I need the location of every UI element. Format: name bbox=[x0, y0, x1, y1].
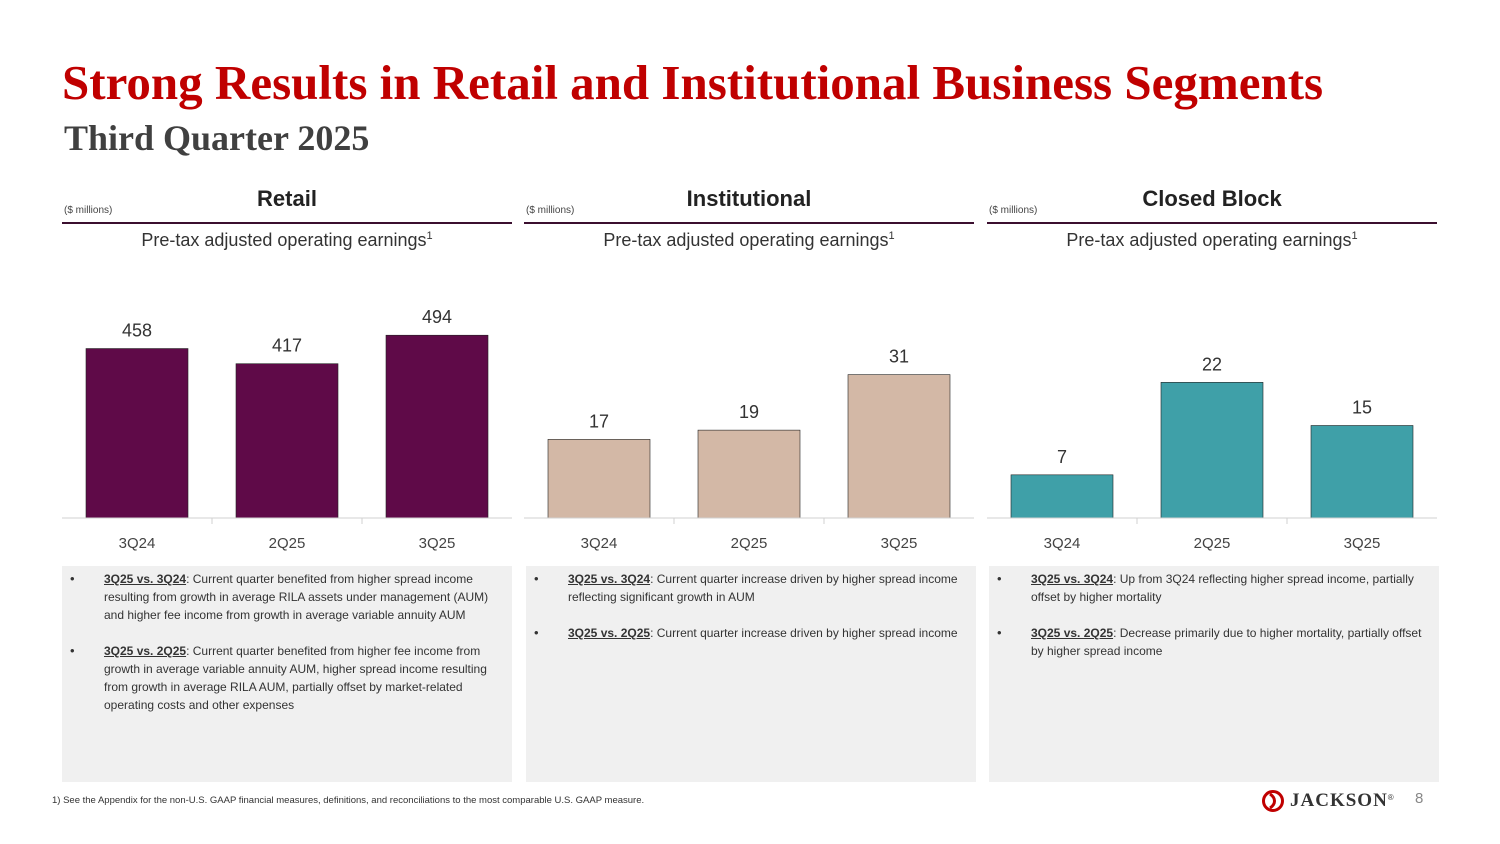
data-label-3Q25: 31 bbox=[889, 347, 909, 367]
note-text: : Up from 3Q24 reflecting higher spread … bbox=[1031, 572, 1414, 604]
institutional-notes: 3Q25 vs. 3Q24: Current quarter increase … bbox=[526, 566, 976, 782]
x-tick-2Q25: 2Q25 bbox=[269, 535, 306, 552]
closed-block-chart: 7 3Q24 22 2Q25 15 3Q25 bbox=[987, 354, 1437, 552]
note-item: 3Q25 vs. 2Q25: Current quarter increase … bbox=[532, 624, 968, 642]
note-lead: 3Q25 vs. 2Q25 bbox=[1031, 626, 1114, 640]
metric-text: Pre-tax adjusted operating earnings bbox=[1066, 230, 1352, 250]
closed-block-notes: 3Q25 vs. 3Q24: Up from 3Q24 reflecting h… bbox=[989, 566, 1439, 782]
x-tick-3Q24: 3Q24 bbox=[119, 535, 156, 552]
x-tick-2Q25: 2Q25 bbox=[1194, 535, 1231, 552]
segment-title: Institutional bbox=[686, 186, 812, 211]
metric-footnote-ref: 1 bbox=[426, 230, 433, 242]
note-lead: 3Q25 vs. 3Q24 bbox=[568, 572, 651, 586]
metric-label: Pre-tax adjusted operating earnings1 bbox=[62, 230, 512, 251]
institutional-chart: 17 3Q24 19 2Q25 31 3Q25 bbox=[524, 347, 974, 552]
panel-header bbox=[524, 180, 974, 224]
note-text: : Current quarter increase driven by hig… bbox=[650, 626, 958, 640]
panel-header bbox=[62, 180, 512, 224]
note-lead: 3Q25 vs. 3Q24 bbox=[1031, 572, 1114, 586]
bar-3Q24 bbox=[1010, 474, 1114, 519]
jackson-logo: JACKSON ® bbox=[1262, 789, 1394, 813]
x-tick-3Q24: 3Q24 bbox=[1044, 535, 1081, 552]
data-label-2Q25: 22 bbox=[1202, 354, 1222, 374]
units-label: ($ millions) bbox=[989, 205, 1038, 216]
institutional-panel: ($ millions) Institutional Pre-tax adjus… bbox=[524, 180, 974, 552]
metric-text: Pre-tax adjusted operating earnings bbox=[141, 230, 427, 250]
bar-3Q24 bbox=[85, 348, 189, 519]
x-tick-3Q24: 3Q24 bbox=[581, 535, 618, 552]
page-subtitle: Third Quarter 2025 bbox=[64, 118, 370, 158]
retail-chart: 458 3Q24 417 2Q25 494 3Q25 bbox=[62, 307, 512, 552]
bar-3Q25 bbox=[385, 334, 489, 519]
note-item: 3Q25 vs. 3Q24: Current quarter increase … bbox=[532, 570, 968, 606]
data-label-3Q25: 494 bbox=[422, 307, 452, 327]
metric-label: Pre-tax adjusted operating earnings1 bbox=[987, 230, 1437, 251]
data-label-2Q25: 417 bbox=[272, 336, 302, 356]
note-item: 3Q25 vs. 3Q24: Current quarter benefited… bbox=[68, 570, 504, 624]
note-lead: 3Q25 vs. 2Q25 bbox=[568, 626, 651, 640]
bar-3Q25 bbox=[847, 374, 951, 519]
x-tick-2Q25: 2Q25 bbox=[731, 535, 768, 552]
data-label-3Q24: 17 bbox=[589, 411, 609, 431]
data-label-3Q25: 15 bbox=[1352, 398, 1372, 418]
bar-3Q25 bbox=[1310, 425, 1414, 519]
x-tick-3Q25: 3Q25 bbox=[881, 535, 918, 552]
note-item: 3Q25 vs. 3Q24: Up from 3Q24 reflecting h… bbox=[995, 570, 1431, 606]
closed-block-panel: ($ millions) Closed Block Pre-tax adjust… bbox=[987, 180, 1437, 552]
note-text: : Current quarter benefited from higher … bbox=[104, 572, 489, 622]
data-label-3Q24: 7 bbox=[1057, 447, 1067, 467]
metric-label: Pre-tax adjusted operating earnings1 bbox=[524, 230, 974, 251]
panel-header bbox=[987, 180, 1437, 224]
note-text: : Current quarter increase driven by hig… bbox=[568, 572, 958, 604]
x-tick-3Q25: 3Q25 bbox=[1344, 535, 1381, 552]
logo-wordmark: JACKSON bbox=[1290, 790, 1388, 811]
note-lead: 3Q25 vs. 3Q24 bbox=[104, 572, 187, 586]
note-text: : Current quarter benefited from higher … bbox=[104, 644, 487, 712]
page-title: Strong Results in Retail and Institution… bbox=[62, 55, 1324, 110]
bar-2Q25 bbox=[235, 363, 339, 519]
metric-text: Pre-tax adjusted operating earnings bbox=[603, 230, 889, 250]
note-item: 3Q25 vs. 2Q25: Current quarter benefited… bbox=[68, 642, 504, 714]
note-lead: 3Q25 vs. 2Q25 bbox=[104, 644, 187, 658]
segment-title: Closed Block bbox=[1142, 186, 1282, 211]
retail-notes: 3Q25 vs. 3Q24: Current quarter benefited… bbox=[62, 566, 512, 782]
note-text: : Decrease primarily due to higher morta… bbox=[1031, 626, 1422, 658]
retail-panel: ($ millions) Retail Pre-tax adjusted ope… bbox=[62, 180, 512, 552]
metric-footnote-ref: 1 bbox=[1351, 230, 1358, 242]
bar-2Q25 bbox=[697, 429, 801, 519]
x-tick-3Q25: 3Q25 bbox=[419, 535, 456, 552]
bar-2Q25 bbox=[1160, 382, 1264, 519]
data-label-3Q24: 458 bbox=[122, 321, 152, 341]
note-item: 3Q25 vs. 2Q25: Decrease primarily due to… bbox=[995, 624, 1431, 660]
data-label-2Q25: 19 bbox=[739, 402, 759, 422]
units-label: ($ millions) bbox=[526, 205, 575, 216]
footnote: 1) See the Appendix for the non-U.S. GAA… bbox=[52, 795, 645, 806]
page-number: 8 bbox=[1415, 790, 1424, 807]
registered-mark: ® bbox=[1387, 793, 1394, 802]
metric-footnote-ref: 1 bbox=[888, 230, 895, 242]
jackson-logo-icon bbox=[1262, 790, 1284, 812]
units-label: ($ millions) bbox=[64, 205, 113, 216]
bar-3Q24 bbox=[547, 439, 651, 519]
segment-title: Retail bbox=[257, 186, 317, 211]
